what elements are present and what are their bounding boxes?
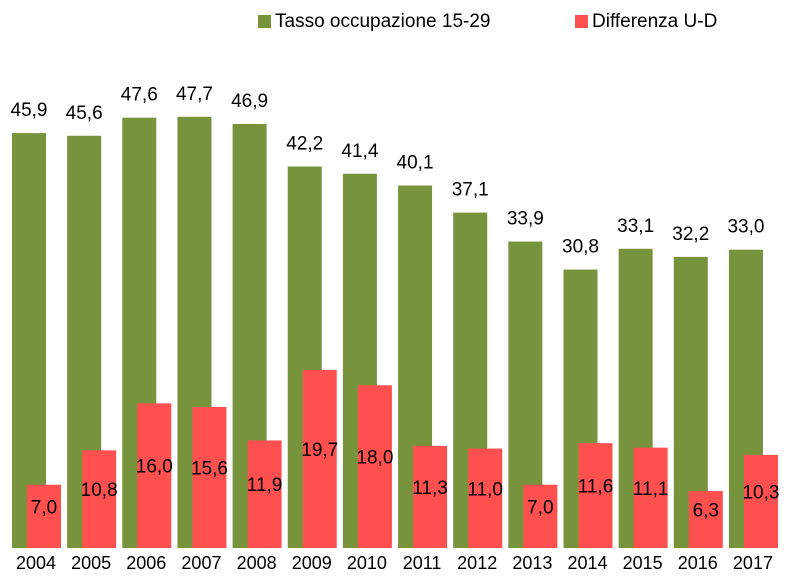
data-label: 30,8 (562, 237, 599, 258)
data-label: 33,9 (507, 209, 544, 230)
data-label: 47,6 (121, 85, 158, 106)
x-tick-label: 2008 (237, 553, 277, 573)
data-label: 33,1 (617, 216, 654, 237)
legend-swatch (575, 15, 588, 28)
legend-swatch (258, 15, 271, 28)
data-label: 18,0 (356, 448, 393, 469)
bar (27, 484, 61, 548)
bar (192, 406, 227, 548)
x-tick-label: 2014 (567, 553, 607, 573)
data-label: 11,3 (412, 478, 448, 499)
data-label: 42,2 (286, 134, 323, 155)
data-label: 45,9 (11, 100, 48, 121)
data-label: 46,9 (231, 91, 268, 112)
x-tick-label: 2010 (347, 553, 387, 573)
data-label: 40,1 (397, 153, 434, 174)
data-label: 47,7 (176, 84, 213, 105)
data-label: 11,6 (578, 477, 614, 498)
data-label: 41,4 (341, 141, 378, 162)
bar (578, 443, 613, 548)
x-tick-label: 2017 (733, 553, 773, 573)
data-label: 7,0 (527, 497, 553, 518)
x-tick-label: 2006 (126, 553, 166, 573)
legend-label: Differenza U-D (592, 11, 717, 32)
bar (302, 369, 337, 548)
bar (633, 447, 668, 548)
bar (247, 440, 282, 548)
bar (12, 133, 46, 548)
data-label: 37,1 (452, 180, 489, 201)
data-label: 32,2 (672, 224, 709, 245)
x-tick-label: 2012 (457, 553, 497, 573)
data-label: 16,0 (136, 457, 173, 478)
data-label: 6,3 (693, 501, 719, 522)
data-label: 11,1 (633, 479, 669, 500)
bar (688, 491, 723, 548)
x-tick-label: 2004 (16, 553, 56, 573)
legend-label: Tasso occupazione 15-29 (275, 11, 490, 32)
x-tick-label: 2013 (512, 553, 552, 573)
bar (357, 385, 392, 548)
data-label: 45,6 (66, 103, 103, 124)
x-tick-label: 2016 (678, 553, 718, 573)
data-label: 10,8 (81, 480, 118, 501)
x-tick-label: 2007 (181, 553, 221, 573)
data-label: 15,6 (191, 459, 228, 480)
data-label: 10,3 (742, 482, 779, 503)
data-label: 19,7 (301, 440, 338, 461)
data-label: 7,0 (31, 497, 57, 518)
data-label: 11,0 (467, 479, 503, 500)
x-tick-label: 2005 (71, 553, 111, 573)
data-label: 33,0 (727, 217, 764, 238)
bar (523, 484, 558, 548)
bar (137, 403, 172, 548)
x-tick-label: 2009 (292, 553, 332, 573)
bar (468, 448, 503, 548)
x-tick-label: 2015 (623, 553, 663, 573)
bar (413, 445, 448, 548)
x-tick-label: 2011 (403, 553, 442, 573)
data-label: 11,9 (247, 475, 283, 496)
bar (82, 450, 117, 548)
bar (743, 454, 778, 548)
